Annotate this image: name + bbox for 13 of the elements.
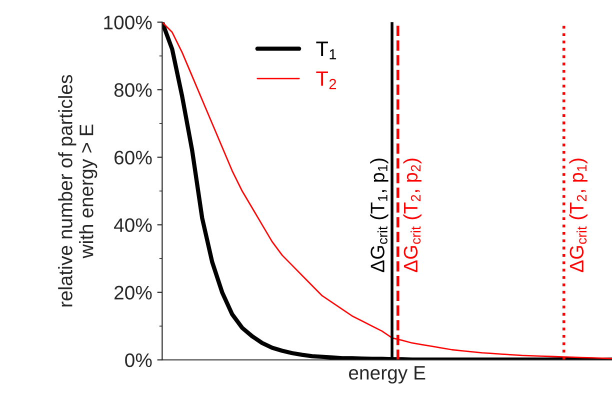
legend-label: T$_{1}$ (316, 42, 336, 60)
annotation: ΔG$_{crit}$ (T$_{1}$, p$_{1}$) (370, 158, 388, 272)
annotation: ΔG$_{crit}$ (T$_{2}$, p$_{1}$) (569, 158, 588, 272)
y-tick-label: 20% (114, 286, 152, 300)
y-tick-label: 40% (114, 218, 152, 232)
y-axis-title: relative number of particles with energy > E (58, 74, 98, 306)
annotation: ΔG$_{crit}$ (T$_{2}$, p$_{2}$) (403, 158, 422, 272)
y-tick-label: 80% (114, 83, 152, 97)
legend-label: T$_{2}$ (316, 71, 336, 90)
y-tick-label: 100% (104, 16, 152, 30)
y-tick-label: 60% (114, 150, 152, 164)
x-axis-title: energy E (349, 366, 426, 384)
y-tick-label: 0% (125, 353, 152, 368)
